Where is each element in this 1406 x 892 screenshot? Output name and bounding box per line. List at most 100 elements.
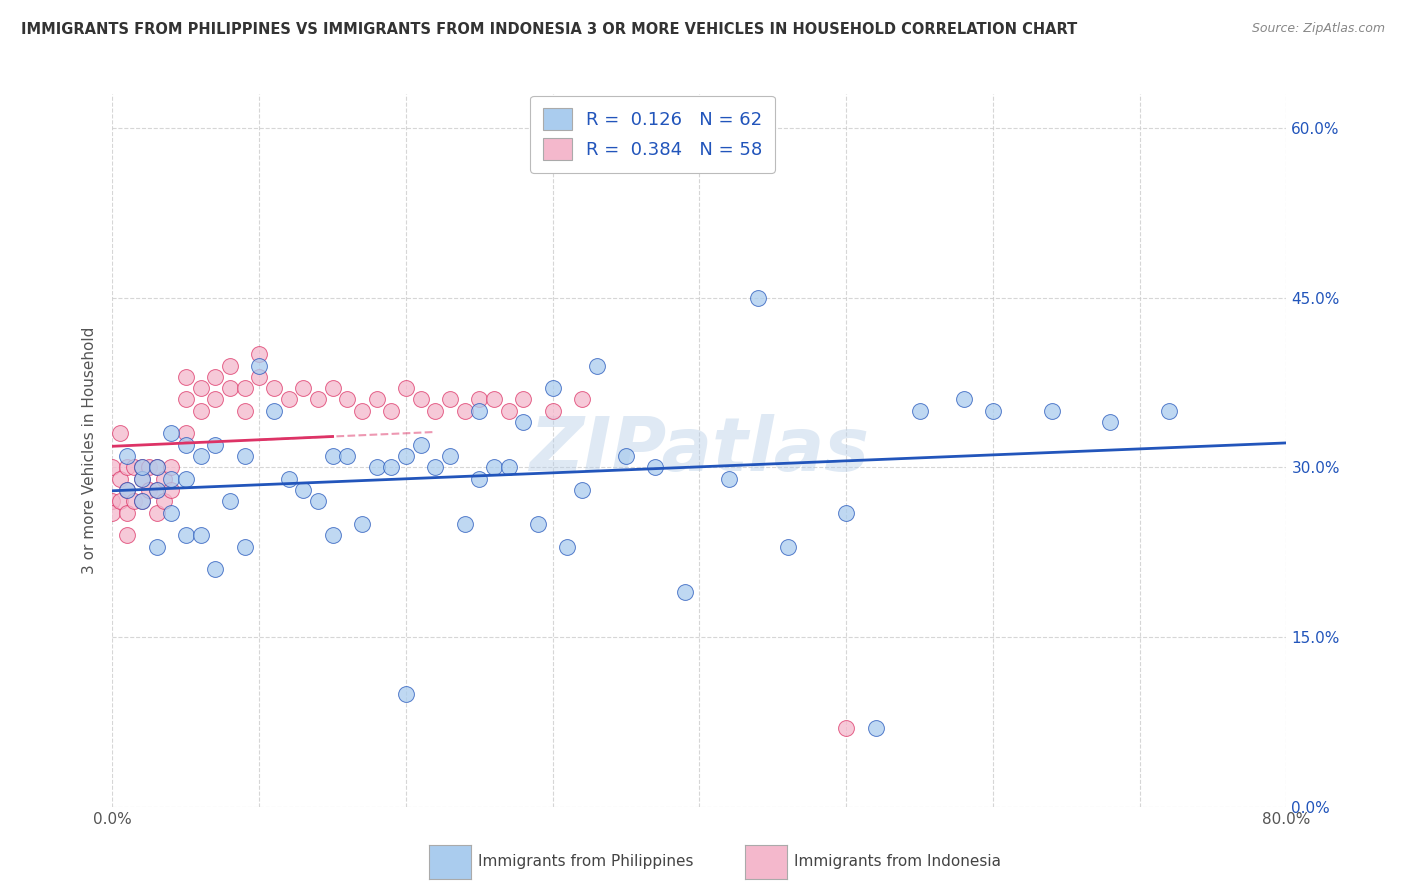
Legend: R =  0.126   N = 62, R =  0.384   N = 58: R = 0.126 N = 62, R = 0.384 N = 58	[530, 95, 775, 173]
Point	[366, 392, 388, 407]
Point	[115, 483, 138, 497]
Point	[247, 359, 270, 373]
Point	[115, 483, 138, 497]
Point	[174, 472, 197, 486]
Point	[557, 540, 579, 554]
Point	[174, 528, 197, 542]
Point	[131, 472, 153, 486]
Point	[174, 426, 197, 441]
Point	[145, 460, 167, 475]
Point	[108, 426, 131, 441]
Point	[409, 392, 432, 407]
Point	[776, 540, 799, 554]
Point	[247, 347, 270, 361]
Point	[233, 404, 256, 418]
Point	[453, 404, 475, 418]
Point	[439, 449, 461, 463]
Point	[204, 438, 226, 452]
Point	[101, 494, 124, 508]
Point	[366, 460, 388, 475]
Point	[498, 460, 520, 475]
Point	[145, 540, 167, 554]
Text: Immigrants from Philippines: Immigrants from Philippines	[478, 855, 693, 869]
Point	[981, 404, 1004, 418]
Point	[307, 392, 329, 407]
Point	[395, 449, 418, 463]
Point	[233, 449, 256, 463]
Point	[747, 291, 769, 305]
Point	[835, 506, 858, 520]
Point	[124, 494, 146, 508]
Point	[145, 483, 167, 497]
Point	[233, 540, 256, 554]
Point	[131, 472, 153, 486]
Point	[190, 404, 212, 418]
Point	[190, 449, 212, 463]
Point	[350, 517, 373, 532]
Point	[322, 381, 344, 395]
Point	[145, 460, 167, 475]
Point	[292, 483, 315, 497]
Text: Immigrants from Indonesia: Immigrants from Indonesia	[794, 855, 1001, 869]
Point	[138, 483, 160, 497]
Point	[614, 449, 637, 463]
Point	[160, 460, 183, 475]
Point	[153, 494, 176, 508]
Point	[482, 460, 505, 475]
Point	[124, 460, 146, 475]
Text: IMMIGRANTS FROM PHILIPPINES VS IMMIGRANTS FROM INDONESIA 3 OR MORE VEHICLES IN H: IMMIGRANTS FROM PHILIPPINES VS IMMIGRANT…	[21, 22, 1077, 37]
Point	[322, 528, 344, 542]
Point	[160, 506, 183, 520]
Point	[160, 472, 183, 486]
Point	[482, 392, 505, 407]
Point	[395, 381, 418, 395]
Point	[101, 460, 124, 475]
Point	[204, 392, 226, 407]
Point	[307, 494, 329, 508]
Point	[541, 381, 564, 395]
Point	[115, 449, 138, 463]
Point	[835, 721, 858, 735]
Point	[453, 517, 475, 532]
Point	[409, 438, 432, 452]
Point	[218, 381, 242, 395]
Point	[131, 494, 153, 508]
Point	[512, 415, 534, 429]
Point	[395, 687, 418, 701]
Point	[350, 404, 373, 418]
Point	[468, 404, 491, 418]
Text: Source: ZipAtlas.com: Source: ZipAtlas.com	[1251, 22, 1385, 36]
Point	[717, 472, 740, 486]
Point	[131, 460, 153, 475]
Point	[204, 562, 226, 576]
Point	[1040, 404, 1063, 418]
Point	[263, 381, 285, 395]
Point	[145, 506, 167, 520]
Point	[247, 369, 270, 384]
Point	[380, 404, 402, 418]
Point	[336, 392, 359, 407]
Point	[145, 483, 167, 497]
Point	[865, 721, 887, 735]
Point	[952, 392, 974, 407]
Point	[263, 404, 285, 418]
Point	[571, 392, 593, 407]
Point	[585, 359, 607, 373]
Point	[439, 392, 461, 407]
Point	[1099, 415, 1122, 429]
Point	[468, 392, 491, 407]
Point	[425, 460, 447, 475]
Point	[277, 392, 299, 407]
Point	[336, 449, 359, 463]
Point	[153, 472, 176, 486]
Point	[174, 369, 197, 384]
Point	[204, 369, 226, 384]
Point	[131, 494, 153, 508]
Point	[115, 528, 138, 542]
Point	[108, 472, 131, 486]
Point	[541, 404, 564, 418]
Point	[571, 483, 593, 497]
Point	[233, 381, 256, 395]
Point	[190, 528, 212, 542]
Point	[101, 506, 124, 520]
